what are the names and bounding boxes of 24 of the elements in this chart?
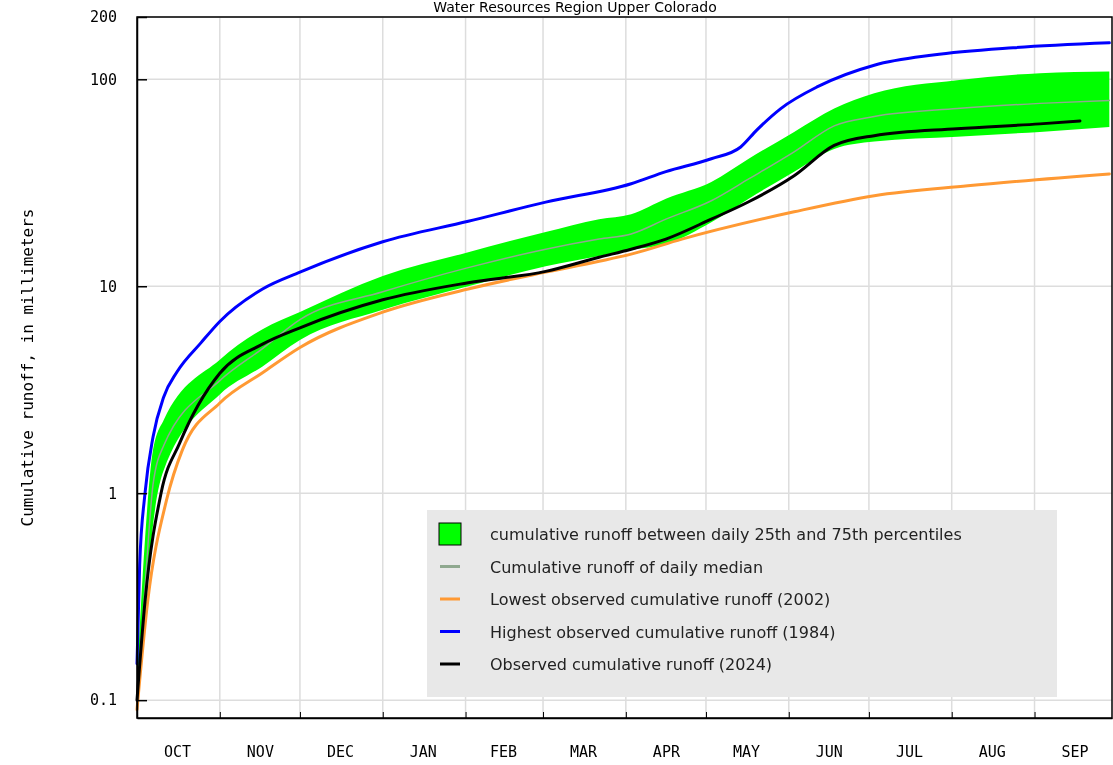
x-tick-label: OCT bbox=[164, 742, 192, 761]
y-tick-label: 200 bbox=[89, 8, 117, 27]
y-axis-title: Cumulative runoff, in millimeters bbox=[18, 208, 37, 527]
y-tick-label: 1 bbox=[107, 484, 117, 503]
x-tick-label: MAR bbox=[570, 742, 599, 761]
x-tick-label: JAN bbox=[409, 742, 437, 761]
legend-label: Highest observed cumulative runoff (1984) bbox=[490, 622, 836, 642]
x-tick-label: FEB bbox=[489, 742, 518, 761]
x-tick-label: DEC bbox=[326, 742, 355, 761]
chart-title: Water Resources Region Upper Colorado bbox=[433, 0, 717, 15]
x-tick-label: JUN bbox=[815, 742, 843, 761]
x-tick-label: NOV bbox=[246, 742, 274, 761]
x-tick-label: SEP bbox=[1061, 742, 1089, 761]
x-tick-label: JUL bbox=[895, 742, 924, 761]
legend-label: Cumulative runoff of daily median bbox=[490, 557, 764, 577]
x-tick-label: AUG bbox=[978, 742, 1006, 761]
x-tick-label: APR bbox=[652, 742, 681, 761]
x-tick-label: MAY bbox=[732, 742, 761, 761]
y-tick-label: 100 bbox=[89, 70, 117, 89]
legend-label: cumulative runoff between daily 25th and 75th percentiles bbox=[490, 525, 962, 544]
y-tick-label: 0.1 bbox=[89, 691, 117, 710]
legend-label: Observed cumulative runoff (2024) bbox=[490, 655, 773, 674]
legend-label: Lowest observed cumulative runoff (2002) bbox=[490, 590, 831, 609]
y-tick-label: 10 bbox=[98, 277, 117, 296]
